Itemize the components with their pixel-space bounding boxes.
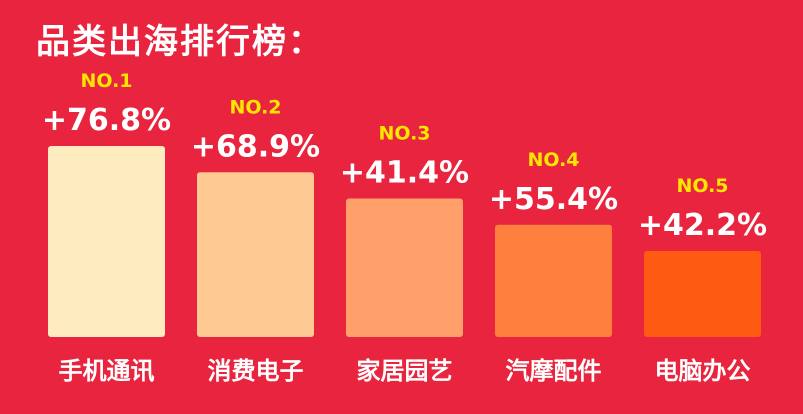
bar-5 (644, 251, 761, 337)
category-label-3: 家居园艺 (357, 357, 453, 385)
bar-2 (197, 172, 314, 337)
bar-4 (495, 224, 612, 337)
bar-1 (48, 146, 165, 337)
value-label-4: +55.4% (489, 182, 618, 217)
category-label-4: 汽摩配件 (506, 357, 602, 385)
value-label-5: +42.2% (638, 208, 767, 243)
category-label-2: 消费电子 (208, 357, 304, 385)
chart-title: 品类出海排行榜： (36, 22, 324, 62)
rank-label-4: NO.4 (527, 149, 579, 171)
category-label-5: 电脑办公 (655, 357, 751, 385)
rank-label-1: NO.1 (80, 70, 132, 92)
category-label-1: 手机通讯 (59, 357, 155, 385)
value-label-1: +76.8% (42, 103, 171, 138)
value-label-2: +68.9% (191, 129, 320, 164)
value-label-3: +41.4% (340, 156, 469, 191)
rank-label-3: NO.3 (378, 123, 430, 145)
rank-label-5: NO.5 (676, 175, 728, 197)
rank-label-2: NO.2 (229, 96, 281, 118)
bar-3 (346, 198, 463, 337)
